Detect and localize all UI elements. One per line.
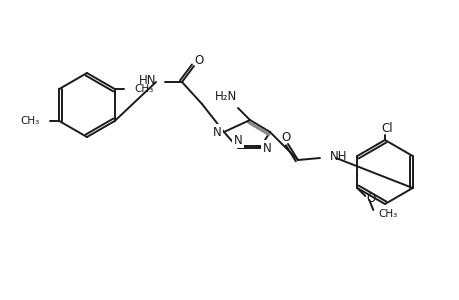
Text: H₂N: H₂N bbox=[214, 89, 236, 103]
Text: CH₃: CH₃ bbox=[134, 84, 154, 94]
Text: O: O bbox=[281, 130, 290, 143]
Text: O: O bbox=[366, 191, 375, 205]
Text: CH₃: CH₃ bbox=[20, 116, 39, 126]
Text: CH₃: CH₃ bbox=[377, 209, 397, 219]
Text: HN: HN bbox=[138, 74, 156, 86]
Text: N: N bbox=[212, 125, 221, 139]
Text: Cl: Cl bbox=[381, 122, 392, 134]
Text: NH: NH bbox=[329, 149, 347, 163]
Text: O: O bbox=[194, 53, 203, 67]
Text: N: N bbox=[233, 134, 242, 146]
Text: N: N bbox=[262, 142, 271, 154]
